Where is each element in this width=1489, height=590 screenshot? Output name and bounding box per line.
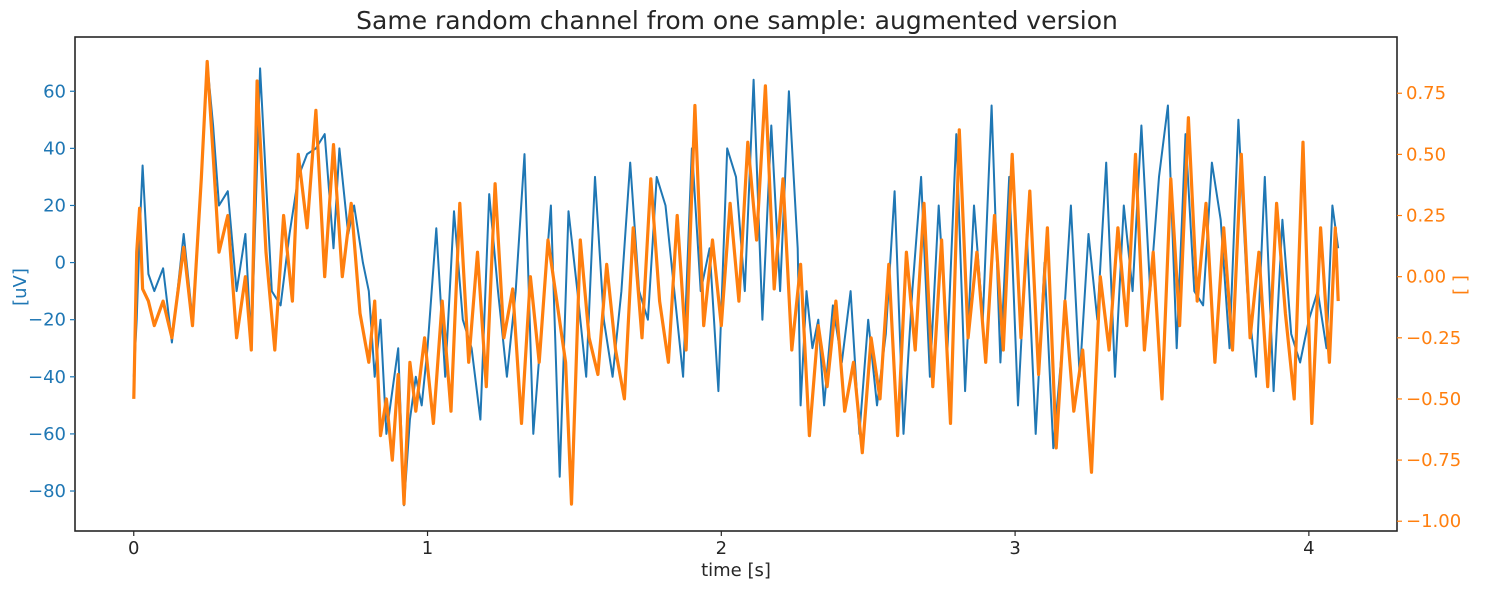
- right-y-tick-label: 0.00: [1406, 267, 1446, 288]
- left-y-tick-label: 20: [43, 195, 66, 216]
- right-y-tick-label: −0.25: [1406, 328, 1461, 349]
- left-y-tick-labels: −80 −60 −40 −20 0 20 40 60: [28, 81, 75, 502]
- right-y-tick-labels: −1.00 −0.75 −0.50 −0.25 0.00 0.25 0.50 0.75: [1397, 83, 1461, 532]
- right-y-tick-label: −0.75: [1406, 450, 1461, 471]
- right-y-tick-label: 0.75: [1406, 83, 1446, 104]
- right-y-tick-label: −1.00: [1406, 511, 1461, 532]
- x-tick-label: 4: [1303, 538, 1314, 559]
- series-line-augmented: [132, 59, 1340, 506]
- right-y-axis-label: [ ]: [1450, 275, 1471, 295]
- right-y-tick-label: 0.25: [1406, 206, 1446, 227]
- right-y-tick-label: 0.50: [1406, 144, 1446, 165]
- left-y-axis-label: [uV]: [10, 268, 31, 306]
- chart-title: Same random channel from one sample: aug…: [356, 6, 1118, 35]
- left-y-tick-label: −40: [28, 367, 66, 388]
- x-tick-label: 0: [128, 538, 139, 559]
- right-y-tick-label: −0.50: [1406, 389, 1461, 410]
- x-tick-label: 3: [1009, 538, 1020, 559]
- left-y-tick-label: −20: [28, 310, 66, 331]
- left-y-tick-label: −80: [28, 481, 66, 502]
- left-y-tick-label: 60: [43, 81, 66, 102]
- left-y-tick-label: 40: [43, 138, 66, 159]
- x-tick-label: 1: [422, 538, 433, 559]
- left-y-tick-label: −60: [28, 424, 66, 445]
- x-tick-label: 2: [716, 538, 727, 559]
- plot-lines: [132, 59, 1340, 507]
- plot-frame: [74, 36, 1398, 532]
- left-y-tick-label: 0: [55, 253, 66, 274]
- series-line-uv: [132, 61, 1340, 507]
- x-tick-labels: 0 1 2 3 4: [128, 531, 1315, 559]
- x-axis-label: time [s]: [701, 560, 771, 581]
